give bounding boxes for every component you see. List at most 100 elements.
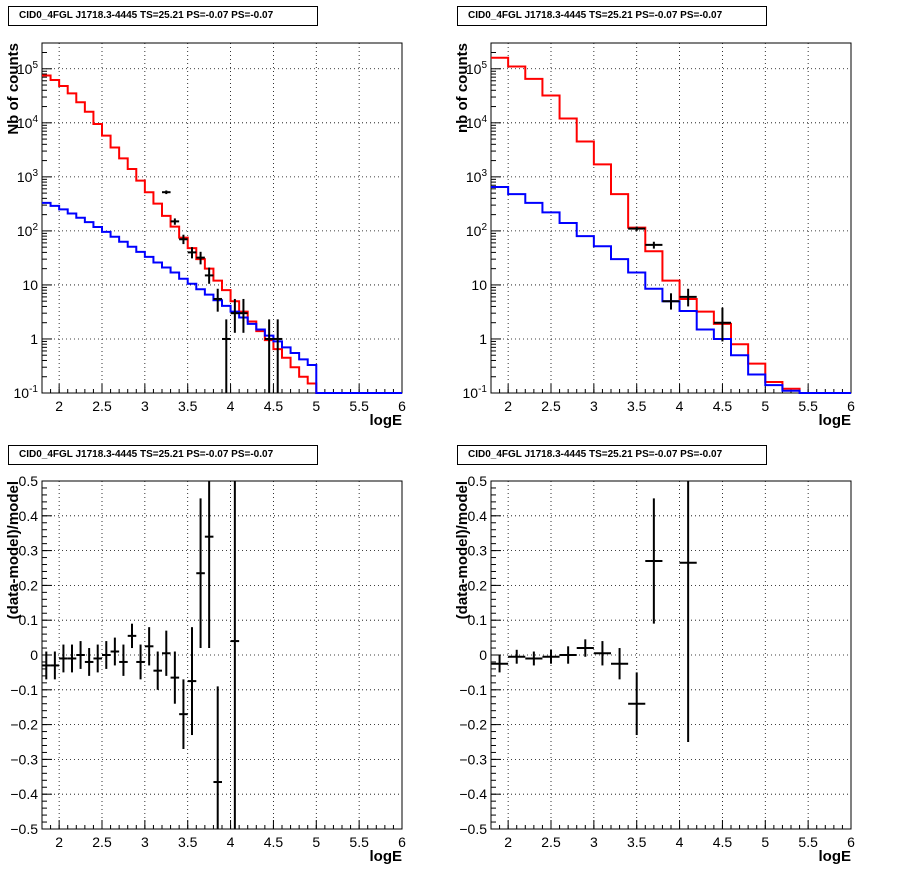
x-tick-label: 5.5 bbox=[349, 398, 369, 414]
y-tick-label: 10-1 bbox=[14, 384, 39, 401]
y-tick-label: −0.2 bbox=[10, 717, 38, 733]
data-point bbox=[170, 651, 180, 704]
data-point bbox=[645, 498, 663, 624]
x-tick-label: 6 bbox=[398, 834, 406, 850]
data-point bbox=[593, 641, 611, 666]
y-tick-label: −0.4 bbox=[10, 786, 38, 802]
data-point bbox=[662, 293, 680, 310]
y-tick-label: −0.4 bbox=[459, 786, 487, 802]
panel-1-title: CID0_4FGL J1718.3-4445 TS=25.21 PS=-0.07… bbox=[8, 6, 318, 26]
x-axis-label: logE bbox=[370, 412, 403, 429]
data-point bbox=[119, 644, 128, 676]
panel-1: 2 2.5 3 3.5 4 4.5 5 5.5 6 10-1 1 10 102 103 104 105 logE… bbox=[5, 42, 406, 429]
data-point bbox=[187, 627, 197, 736]
x-tick-label: 5.5 bbox=[798, 398, 818, 414]
y-tick-label: 105 bbox=[17, 60, 39, 77]
data-point bbox=[559, 646, 577, 664]
y-axis-label: nb of counts bbox=[454, 43, 471, 133]
x-axis-label: logE bbox=[819, 412, 852, 429]
data-point bbox=[196, 498, 205, 649]
y-tick-label: 103 bbox=[17, 168, 39, 185]
data-point bbox=[230, 481, 240, 829]
panel-3-title: CID0_4FGL J1718.3-4445 TS=25.21 PS=-0.07… bbox=[8, 445, 318, 465]
y-tick-label: −0.1 bbox=[459, 682, 487, 698]
y-tick-label: −0.2 bbox=[459, 717, 487, 733]
y-tick-label: 0.1 bbox=[468, 612, 488, 628]
data-point bbox=[264, 319, 274, 393]
data-point bbox=[67, 644, 77, 673]
x-tick-label: 2.5 bbox=[541, 834, 561, 850]
data-point bbox=[713, 307, 731, 342]
x-tick-label: 3.5 bbox=[178, 834, 198, 850]
y-axis-label: (data-model)/model bbox=[5, 481, 22, 619]
x-tick-label: 6 bbox=[847, 834, 855, 850]
y-tick-label: 0 bbox=[30, 647, 38, 663]
data-point bbox=[102, 641, 111, 669]
data-point bbox=[230, 298, 240, 333]
x-tick-label: 4 bbox=[227, 834, 235, 850]
data-point bbox=[50, 651, 60, 680]
data-point bbox=[179, 234, 188, 245]
plot-frame bbox=[41, 42, 403, 394]
data-point bbox=[110, 637, 120, 666]
y-axis-label: Nb of counts bbox=[5, 43, 22, 135]
x-tick-label: 5 bbox=[312, 398, 320, 414]
y-tick-label: 102 bbox=[466, 222, 488, 239]
x-tick-label: 3.5 bbox=[627, 834, 647, 850]
y-tick-label: 1 bbox=[479, 331, 487, 347]
y-tick-label: 104 bbox=[17, 114, 39, 131]
x-tick-label: 5 bbox=[761, 398, 769, 414]
x-tick-label: 4.5 bbox=[264, 834, 284, 850]
y-tick-label: 0.5 bbox=[468, 473, 488, 489]
x-tick-label: 5 bbox=[761, 834, 769, 850]
panel-2: 2 2.5 3 3.5 4 4.5 5 5.5 6 10-1 1 10 102 103 104 105 logE… bbox=[454, 42, 855, 429]
data-point bbox=[42, 651, 51, 680]
data-point bbox=[679, 288, 697, 307]
x-tick-label: 6 bbox=[847, 398, 855, 414]
y-tick-label: 103 bbox=[466, 168, 488, 185]
y-tick-label: −0.5 bbox=[10, 821, 38, 837]
y-tick-label: 0 bbox=[479, 647, 487, 663]
data-point bbox=[179, 679, 188, 749]
data-point bbox=[162, 630, 171, 676]
y-tick-label: 0.2 bbox=[468, 577, 488, 593]
x-tick-label: 4 bbox=[227, 398, 235, 414]
data-point bbox=[59, 644, 68, 673]
x-tick-label: 6 bbox=[398, 398, 406, 414]
y-tick-label: 10-1 bbox=[463, 384, 488, 401]
data-point bbox=[84, 648, 94, 676]
data-point bbox=[239, 298, 248, 333]
y-tick-label: 10 bbox=[22, 277, 38, 293]
x-tick-label: 4.5 bbox=[264, 398, 284, 414]
data-point bbox=[204, 267, 214, 284]
y-tick-label: 1 bbox=[30, 331, 38, 347]
x-axis-label: logE bbox=[819, 848, 852, 865]
data-point bbox=[576, 639, 594, 657]
y-tick-label: 10 bbox=[471, 277, 487, 293]
data-point bbox=[611, 648, 629, 680]
y-tick-label: 0.3 bbox=[468, 543, 488, 559]
y-tick-label: −0.3 bbox=[10, 751, 38, 767]
data-point bbox=[162, 190, 171, 195]
x-tick-label: 2 bbox=[504, 834, 512, 850]
series-red-step bbox=[491, 56, 851, 394]
x-tick-label: 2 bbox=[55, 834, 63, 850]
series-blue-step bbox=[42, 201, 402, 394]
panel-4: 2 2.5 3 3.5 4 4.5 5 5.5 6 −0.5 −0.4 −0.3 −0.2 −0.1 0 0.… bbox=[454, 473, 855, 865]
x-tick-label: 3.5 bbox=[627, 398, 647, 414]
x-tick-label: 3 bbox=[141, 398, 149, 414]
data-point bbox=[204, 481, 214, 649]
y-tick-label: 0.4 bbox=[19, 508, 39, 524]
x-tick-label: 2 bbox=[55, 398, 63, 414]
y-axis-label: (data-model)/model bbox=[454, 481, 471, 619]
data-point bbox=[628, 226, 646, 231]
x-tick-label: 3 bbox=[141, 834, 149, 850]
data-point bbox=[170, 218, 180, 225]
x-tick-label: 2.5 bbox=[541, 398, 561, 414]
x-tick-label: 4 bbox=[676, 398, 684, 414]
data-point bbox=[127, 623, 137, 649]
data-point bbox=[542, 649, 560, 664]
x-tick-label: 4.5 bbox=[713, 834, 733, 850]
data-point bbox=[491, 655, 509, 673]
